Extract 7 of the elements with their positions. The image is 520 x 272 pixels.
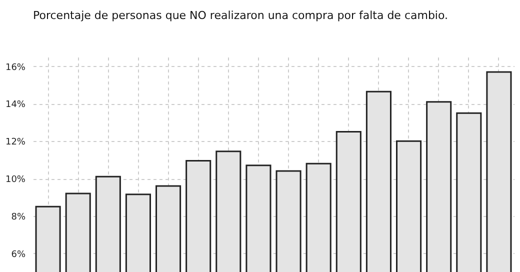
- y-tick-label: 10%: [5, 175, 26, 186]
- y-tick-label: 12%: [5, 138, 26, 148]
- y-tick-label: 16%: [5, 62, 26, 73]
- y-tick-label: 6%: [11, 250, 26, 260]
- y-tick-label: 14%: [5, 100, 26, 110]
- y-tick-label: 8%: [11, 212, 26, 222]
- chart-title: Porcentaje de personas que NO realizaron una compra por falta de cambio.: [33, 9, 448, 22]
